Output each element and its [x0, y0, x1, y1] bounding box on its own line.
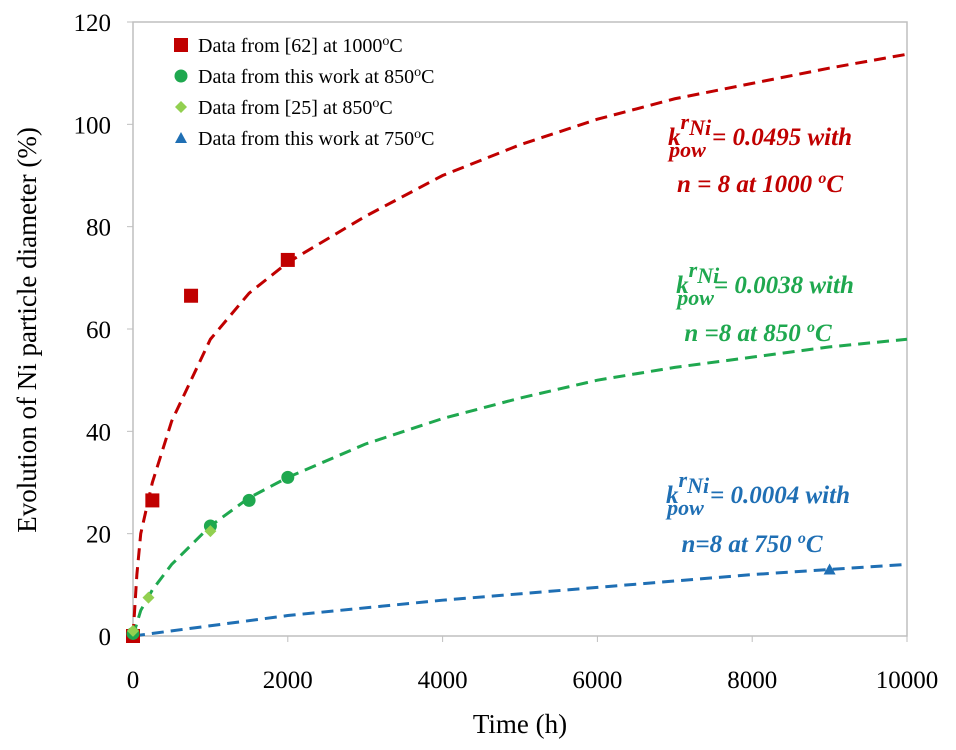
- legend-sup: o: [414, 65, 421, 80]
- annotation-line2: n = 8 at 1000 oC: [677, 170, 843, 198]
- x-tick-label: 8000: [727, 667, 777, 694]
- x-tick-label: 2000: [263, 667, 313, 694]
- ann-sup-sub: Ni: [686, 473, 710, 498]
- annotation-line2: n=8 at 750 oC: [681, 530, 822, 558]
- y-axis-title: Evolution of Ni particle diameter (%): [12, 127, 42, 533]
- x-tick-label: 6000: [572, 667, 622, 694]
- ann-sup-sub: Ni: [688, 115, 712, 140]
- data-point: [823, 563, 836, 575]
- ann-line2-end: C: [806, 531, 823, 558]
- legend-sup: o: [382, 34, 389, 49]
- y-tick-label: 120: [74, 10, 112, 37]
- legend-marker: [175, 101, 187, 113]
- legend-text: Data from this work at 850: [198, 66, 414, 88]
- legend-marker: [174, 38, 188, 52]
- legend-text: Data from [62] at 1000: [198, 35, 382, 57]
- ann-line2: n=8 at 750: [681, 531, 797, 558]
- legend-end: C: [421, 128, 434, 150]
- legend-text: Data from this work at 750: [198, 128, 414, 150]
- legend-label: Data from this work at 750oC: [198, 127, 434, 150]
- legend-text: Data from [25] at 850: [198, 97, 372, 119]
- ann-line2: n =8 at 850: [684, 320, 807, 347]
- legend-end: C: [421, 66, 434, 88]
- ann-sup-sub: Ni: [696, 263, 720, 288]
- legend-marker: [175, 132, 187, 143]
- legend-sup: o: [372, 96, 379, 111]
- y-tick-label: 0: [99, 624, 112, 651]
- ann-line2-sup: o: [818, 170, 826, 187]
- data-point: [204, 525, 217, 538]
- fit-line: [131, 52, 908, 637]
- ann-line2-sup: o: [798, 530, 806, 547]
- ann-text: = 0.0038 with: [714, 272, 854, 299]
- ann-line2-end: C: [815, 320, 832, 347]
- ann-symbol: k: [666, 482, 679, 509]
- annotation: krNi pow = 0.0495 with: [667, 109, 852, 162]
- ann-sup: r: [681, 109, 690, 134]
- ann-text: = 0.0495 with: [706, 124, 852, 151]
- fit-line: [131, 337, 908, 637]
- data-point: [184, 288, 199, 303]
- ann-sup: r: [689, 257, 698, 282]
- x-axis-title: Time (h): [473, 709, 567, 739]
- ann-text: = 0.0004 with: [704, 482, 850, 509]
- x-tick-label: 0: [127, 667, 140, 694]
- ann-line2-sup: o: [807, 319, 815, 336]
- ann-sub: pow: [675, 285, 714, 310]
- annotation: krNi pow= 0.0038 with: [675, 257, 854, 310]
- fit-line: [132, 562, 908, 638]
- ann-symbol: k: [676, 272, 689, 299]
- y-tick-label: 60: [86, 317, 111, 344]
- x-tick-label: 10000: [876, 667, 939, 694]
- ann-sub: pow: [665, 495, 704, 520]
- data-point: [145, 493, 160, 508]
- legend-sup: o: [414, 127, 421, 142]
- ann-symbol: k: [668, 124, 681, 151]
- legend-label: Data from [62] at 1000oC: [198, 34, 403, 57]
- ann-sub: pow: [667, 137, 706, 162]
- data-point: [281, 470, 295, 484]
- x-tick-label: 4000: [418, 667, 468, 694]
- annotation: krNi pow = 0.0004 with: [665, 467, 850, 520]
- data-point: [127, 624, 139, 637]
- legend-label: Data from [25] at 850oC: [198, 96, 393, 119]
- data-point: [280, 252, 295, 267]
- y-tick-label: 100: [74, 112, 112, 139]
- data-point: [142, 591, 155, 604]
- legend-marker: [174, 69, 188, 83]
- y-tick-label: 40: [86, 419, 111, 446]
- ann-sup: r: [679, 467, 688, 492]
- ann-line2: n = 8 at 1000: [677, 171, 818, 198]
- annotation-line2: n =8 at 850 oC: [684, 319, 832, 347]
- y-tick-label: 80: [86, 215, 111, 242]
- legend-label: Data from this work at 850oC: [198, 65, 434, 88]
- data-point: [242, 493, 256, 507]
- ann-line2-end: C: [826, 171, 843, 198]
- legend-end: C: [389, 35, 402, 57]
- y-tick-label: 20: [86, 522, 111, 549]
- legend-end: C: [379, 97, 392, 119]
